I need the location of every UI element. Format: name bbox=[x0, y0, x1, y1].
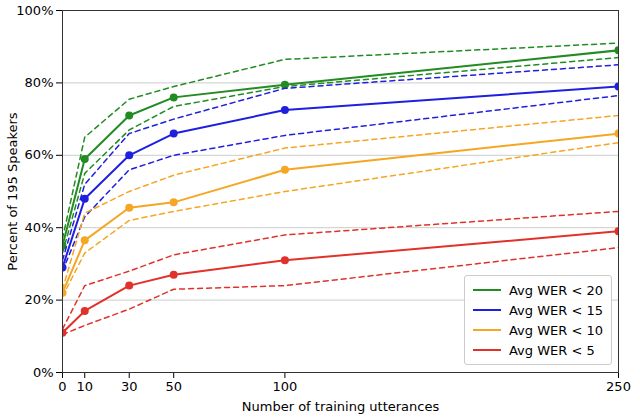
html-text:Avg WER < 10: Avg WER < 10 bbox=[509, 322, 603, 338]
svg-text:60%: 60% bbox=[25, 147, 54, 162]
svg-text:30: 30 bbox=[121, 379, 138, 394]
svg-text:Number of training utterances: Number of training utterances bbox=[242, 399, 440, 414]
svg-text:80%: 80% bbox=[25, 75, 54, 90]
svg-text:40%: 40% bbox=[25, 220, 54, 235]
svg-text:20%: 20% bbox=[25, 292, 54, 307]
html-text:Avg WER < 15: Avg WER < 15 bbox=[509, 302, 603, 318]
html-text:Avg WER < 5: Avg WER < 5 bbox=[509, 342, 595, 358]
svg-text:100: 100 bbox=[272, 379, 297, 394]
svg-text:50: 50 bbox=[165, 379, 182, 394]
html-text:Avg WER < 20: Avg WER < 20 bbox=[509, 282, 603, 298]
svg-text:Percent of 195 Speakers: Percent of 195 Speakers bbox=[5, 112, 20, 271]
svg-text:250: 250 bbox=[606, 379, 631, 394]
svg-text:0%: 0% bbox=[33, 365, 54, 380]
svg-text:100%: 100% bbox=[16, 3, 53, 18]
svg-text:0: 0 bbox=[58, 379, 66, 394]
svg-text:10: 10 bbox=[76, 379, 93, 394]
